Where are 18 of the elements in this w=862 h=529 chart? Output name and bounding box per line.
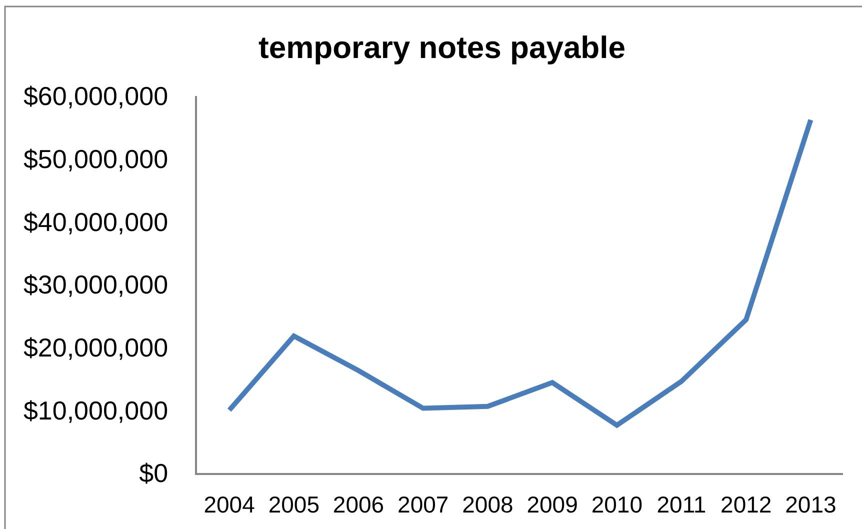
x-tick-label: 2006 [332,491,384,518]
x-tick-label: 2011 [656,491,706,518]
x-tick-label: 2005 [268,491,320,518]
x-tick-label: 2013 [785,491,836,518]
x-tick-label: 2010 [591,491,642,518]
y-tick-label: $40,000,000 [23,206,168,237]
x-tick-label: 2004 [204,491,256,518]
x-tick-label: 2012 [720,491,772,518]
y-tick-label: $0 [139,458,168,488]
x-tick-label: 2007 [398,491,449,518]
x-tick-label: 2008 [462,491,514,518]
chart-title: temporary notes payable [258,30,626,65]
x-tick-label: 2009 [526,491,578,518]
y-tick-label: $30,000,000 [23,270,168,300]
y-tick-label: $20,000,000 [23,332,168,362]
y-tick-label: $10,000,000 [23,395,168,426]
y-tick-label: $50,000,000 [23,144,168,174]
y-tick-label: $60,000,000 [23,81,168,112]
